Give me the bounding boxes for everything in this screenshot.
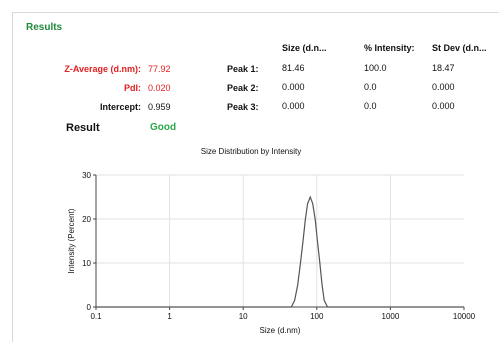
section-title: Results: [26, 22, 63, 33]
z-average-label: Z-Average (d.nm):: [64, 64, 141, 74]
x-axis-label: Size (d.nm): [260, 326, 301, 335]
peak-2-intensity: 0.0: [364, 82, 377, 92]
peak-3-label: Peak 3:: [227, 102, 259, 112]
peak-2-size: 0.000: [282, 82, 305, 92]
distribution-curve-line: [96, 195, 464, 308]
pdi-label: PdI:: [124, 83, 141, 93]
peak-1-size: 81.46: [282, 63, 305, 73]
x-tick-label: 100: [310, 312, 324, 321]
pdi-value: 0.020: [148, 83, 171, 93]
peak-2-label: Peak 2:: [227, 83, 259, 93]
header-stdev: St Dev (d.n...: [432, 43, 487, 53]
peak-3-size: 0.000: [282, 101, 305, 111]
result-label: Result: [66, 122, 100, 134]
chart-ticks: 0.1 1 10 100 1000 10000 0 10 20 30: [82, 171, 476, 321]
peak-1-label: Peak 1:: [227, 64, 259, 74]
y-tick-label: 0: [87, 303, 92, 312]
peak-3-intensity: 0.0: [364, 101, 377, 111]
header-intensity: % Intensity:: [364, 43, 415, 53]
x-tick-label: 1: [167, 312, 172, 321]
x-tick-label: 1000: [382, 312, 400, 321]
y-tick-label: 30: [82, 171, 91, 180]
chart-title: Size Distribution by Intensity: [200, 147, 302, 156]
chart-series: [96, 195, 464, 308]
intercept-label: Intercept:: [99, 102, 141, 112]
x-tick-label: 10000: [453, 312, 476, 321]
peak-1-stdev: 18.47: [432, 63, 455, 73]
z-average-value: 77.92: [148, 64, 171, 74]
result-value: Good: [150, 122, 177, 133]
x-tick-label: 10: [239, 312, 248, 321]
y-tick-label: 10: [82, 259, 91, 268]
x-tick-label: 0.1: [90, 312, 102, 321]
intercept-value: 0.959: [148, 102, 171, 112]
peak-2-stdev: 0.000: [432, 82, 455, 92]
peak-1-intensity: 100.0: [364, 63, 387, 73]
results-panel: [12, 12, 499, 342]
y-axis-label: Intensity (Percent): [67, 208, 76, 273]
y-tick-label: 20: [82, 215, 91, 224]
chart-axes: [95, 175, 464, 308]
chart-grid: [96, 174, 464, 307]
peak-3-stdev: 0.000: [432, 101, 455, 111]
header-size: Size (d.n...: [282, 43, 327, 53]
